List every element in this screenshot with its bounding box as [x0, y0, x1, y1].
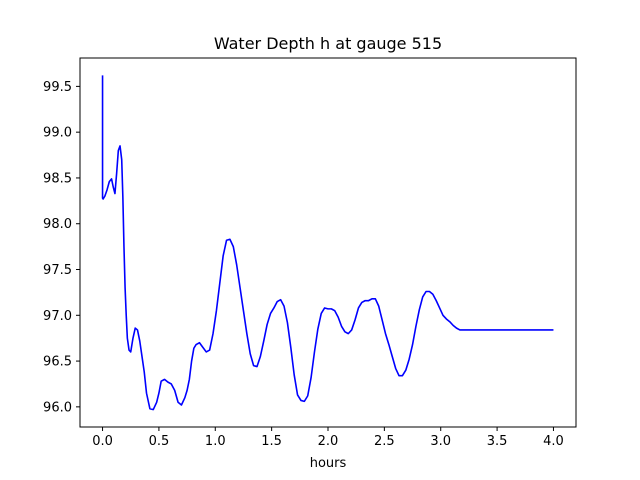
x-tick-label: 1.5: [261, 434, 282, 449]
x-tick-label: 0.0: [92, 434, 113, 449]
x-tick-label: 2.0: [318, 434, 339, 449]
chart-title: Water Depth h at gauge 515: [214, 34, 442, 53]
plot-frame: [79, 57, 577, 428]
x-tick-label: 4.0: [543, 434, 564, 449]
x-tick-label: 1.0: [205, 434, 226, 449]
x-tick-label: 0.5: [149, 434, 170, 449]
y-axis: 96.0 96.5 97.0 97.5 98.0 98.5 99.0 99.5: [43, 80, 80, 415]
x-tick-label: 3.5: [487, 434, 508, 449]
y-tick-label: 97.0: [43, 309, 72, 324]
x-axis-label: hours: [310, 456, 347, 471]
y-tick-label: 99.0: [43, 126, 72, 141]
y-tick-label: 97.5: [43, 263, 72, 278]
y-tick-label: 96.5: [43, 355, 72, 370]
series-line-0: [101, 75, 554, 411]
x-axis: 0.0 0.5 1.0 1.5 2.0 2.5 3.0 3.5 4.0: [92, 427, 564, 449]
y-tick-label: 99.5: [43, 80, 72, 95]
y-tick-label: 98.5: [43, 171, 72, 186]
x-tick-label: 2.5: [374, 434, 395, 449]
y-tick-label: 96.0: [43, 400, 72, 415]
x-tick-label: 3.0: [430, 434, 451, 449]
plot-line-layer: [101, 75, 554, 411]
y-tick-label: 98.0: [43, 217, 72, 232]
